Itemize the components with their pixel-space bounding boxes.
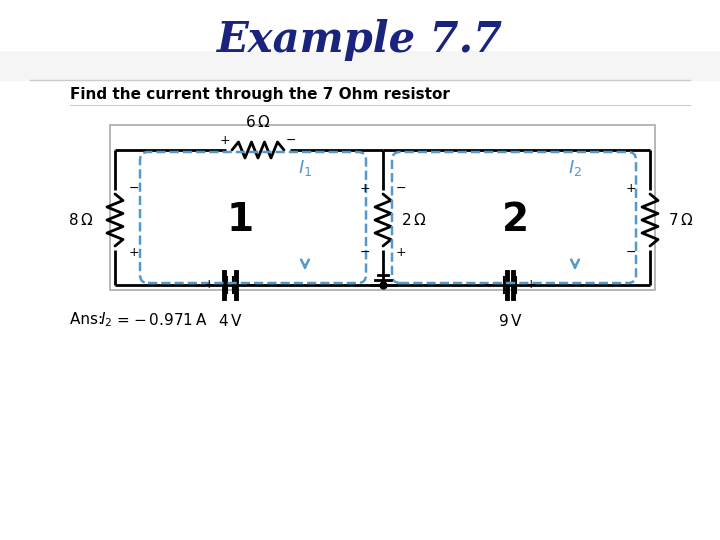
Text: 2: 2: [501, 201, 528, 239]
Text: +: +: [626, 181, 636, 194]
Text: Ans:: Ans:: [70, 313, 108, 327]
Text: −: −: [359, 246, 370, 259]
Text: −: −: [484, 279, 494, 292]
Text: +: +: [129, 246, 140, 259]
Text: $9\,\mathrm{V}$: $9\,\mathrm{V}$: [498, 313, 522, 329]
Text: +: +: [203, 279, 214, 292]
Bar: [0, 0, 720, 80]
Text: $6\,\Omega$: $6\,\Omega$: [246, 114, 271, 130]
Text: $7\,\Omega$: $7\,\Omega$: [668, 212, 693, 228]
Text: +: +: [359, 181, 370, 194]
Text: $I_2$: $I_2$: [568, 158, 582, 178]
Text: +: +: [396, 246, 407, 259]
Text: $=\!-0.971\,\mathrm{A}$: $=\!-0.971\,\mathrm{A}$: [114, 312, 207, 328]
Bar: [0, 0, 720, 50]
Text: Example 7.7: Example 7.7: [217, 19, 503, 61]
Text: −: −: [286, 134, 296, 147]
Text: +: +: [526, 279, 536, 292]
Text: $2\,\Omega$: $2\,\Omega$: [401, 212, 426, 228]
Text: $8\,\Omega$: $8\,\Omega$: [68, 212, 93, 228]
Text: −: −: [626, 246, 636, 259]
Text: −: −: [396, 181, 407, 194]
Text: −: −: [246, 279, 256, 292]
Text: −: −: [129, 181, 140, 194]
Text: Find the current through the 7 Ohm resistor: Find the current through the 7 Ohm resis…: [70, 86, 450, 102]
Text: 1: 1: [226, 201, 253, 239]
Text: $I_1$: $I_1$: [298, 158, 312, 178]
Text: $I_2$: $I_2$: [100, 310, 112, 329]
Text: +: +: [220, 134, 230, 147]
Text: $4\,\mathrm{V}$: $4\,\mathrm{V}$: [217, 313, 242, 329]
